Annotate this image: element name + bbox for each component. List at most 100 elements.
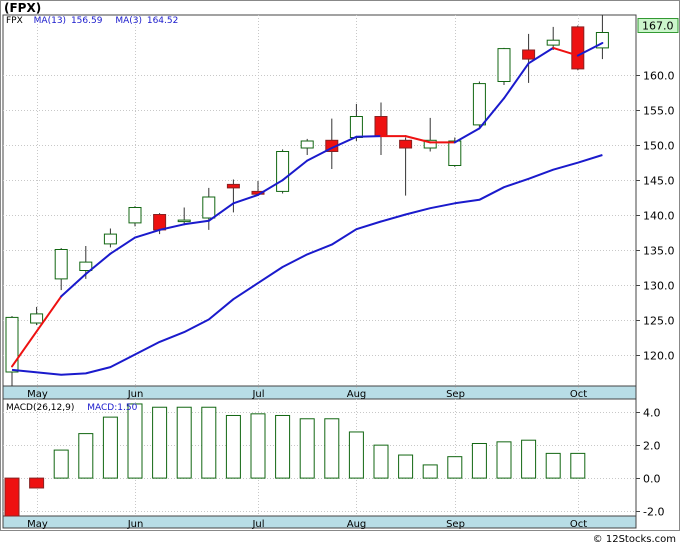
legend-ma3-value: 164.52 bbox=[146, 16, 179, 26]
price-month-label: Aug bbox=[347, 389, 367, 400]
candle-up bbox=[349, 116, 363, 138]
price-month-label: Sep bbox=[446, 389, 465, 400]
candle-down bbox=[399, 139, 413, 149]
macd-bar-positive bbox=[225, 414, 241, 479]
ma3-line-segment bbox=[355, 135, 382, 138]
macd-bar-positive bbox=[127, 403, 143, 479]
macd-bar-positive bbox=[496, 441, 512, 479]
macd-bar-positive bbox=[373, 444, 389, 479]
candle-down bbox=[571, 26, 585, 70]
ma13-line bbox=[11, 154, 603, 376]
macd-bar-positive bbox=[102, 416, 118, 479]
price-tick-label: 160.0 bbox=[643, 70, 675, 83]
candle-up bbox=[128, 207, 142, 224]
macd-bar-positive bbox=[275, 414, 291, 479]
candle-up bbox=[300, 140, 314, 149]
macd-bar-positive bbox=[348, 431, 364, 479]
last-price-tag bbox=[637, 18, 679, 33]
price-month-label: May bbox=[27, 389, 48, 400]
candle-up bbox=[448, 140, 462, 166]
macd-month-label: Jun bbox=[127, 519, 144, 530]
ma3-line-segment bbox=[183, 219, 210, 226]
ticker-title: (FPX) bbox=[4, 1, 42, 15]
price-tick-label: 120.0 bbox=[643, 350, 675, 363]
ma3-line-segment bbox=[207, 202, 235, 222]
price-tick-label: 130.0 bbox=[643, 280, 675, 293]
macd-bar-positive bbox=[570, 452, 586, 479]
macd-bar-positive bbox=[201, 406, 217, 479]
macd-bar-positive bbox=[471, 442, 487, 479]
ma3-line-segment bbox=[281, 159, 309, 182]
legend-macd-value: 1.50 bbox=[117, 403, 138, 413]
price-tick-label: 125.0 bbox=[643, 315, 675, 328]
candle-down bbox=[374, 116, 388, 137]
candle-up bbox=[5, 316, 19, 373]
price-month-label: Jul bbox=[251, 389, 264, 400]
candle-down bbox=[153, 214, 167, 231]
ma3-line-segment bbox=[306, 147, 333, 162]
price-tick-label: 155.0 bbox=[643, 105, 675, 118]
legend-symbol: FPX bbox=[6, 16, 23, 26]
ma3-line-segment bbox=[576, 42, 604, 57]
ma3-line-segment bbox=[478, 97, 505, 130]
candle-down bbox=[226, 183, 240, 189]
macd-tick-label: 0.0 bbox=[643, 473, 661, 486]
candle-up bbox=[202, 196, 216, 219]
macd-bar-positive bbox=[422, 464, 438, 479]
price-date-band bbox=[2, 385, 637, 400]
ma3-line-segment bbox=[404, 135, 432, 144]
legend-ma13-value: 156.59 bbox=[70, 16, 103, 26]
macd-bar-positive bbox=[53, 449, 69, 479]
ma3-line-segment bbox=[84, 252, 112, 275]
price-legend: FPX MA(13) 156.59 MA(3) 164.52 bbox=[6, 16, 188, 26]
ma3-line-segment bbox=[527, 46, 555, 65]
candle-up bbox=[177, 219, 191, 223]
ma3-line-segment bbox=[453, 127, 481, 144]
candle-up bbox=[54, 249, 68, 280]
last-price-label: 167.0 bbox=[642, 20, 674, 33]
ma3-line-segment bbox=[257, 179, 284, 196]
ma3-line-segment bbox=[109, 236, 136, 255]
ma3-line-segment bbox=[330, 135, 358, 149]
macd-bar-positive bbox=[398, 454, 414, 479]
legend-ma13-label: MA(13) bbox=[33, 16, 67, 26]
macd-bar-positive bbox=[152, 406, 168, 479]
candle-up bbox=[546, 39, 560, 46]
macd-month-label: Sep bbox=[446, 519, 465, 530]
macd-date-band bbox=[2, 515, 637, 529]
price-panel bbox=[2, 14, 637, 387]
ma3-line-segment bbox=[503, 62, 530, 100]
legend-macd-params: MACD(26,12,9) bbox=[6, 403, 75, 413]
price-month-label: Oct bbox=[570, 389, 587, 400]
macd-month-label: Aug bbox=[347, 519, 367, 530]
macd-bar-positive bbox=[78, 433, 94, 479]
candle-up bbox=[472, 83, 486, 126]
candle-down bbox=[522, 49, 536, 60]
macd-bar-positive bbox=[521, 439, 537, 479]
macd-tick-label: 4.0 bbox=[643, 407, 661, 420]
price-tick-label: 135.0 bbox=[643, 245, 675, 258]
ma3-line-segment bbox=[134, 228, 161, 239]
price-tick-label: 145.0 bbox=[643, 175, 675, 188]
ma3-line-segment bbox=[552, 46, 579, 57]
candle-up bbox=[103, 233, 117, 245]
candle-up bbox=[423, 139, 437, 149]
macd-bar-positive bbox=[299, 418, 315, 479]
ma3-line-segment bbox=[158, 223, 186, 231]
legend-ma3-label: MA(3) bbox=[115, 16, 142, 26]
candle-up bbox=[497, 48, 511, 82]
macd-bar-negative bbox=[4, 477, 20, 517]
candle-up bbox=[276, 151, 290, 192]
credit-text: © 12Stocks.com bbox=[592, 534, 676, 545]
candle-up bbox=[30, 313, 44, 324]
macd-bar-positive bbox=[545, 452, 561, 479]
macd-bar-negative bbox=[29, 477, 45, 489]
legend-macd-label: MACD: bbox=[87, 403, 118, 413]
ma3-line-segment bbox=[11, 295, 63, 368]
macd-bar-positive bbox=[324, 418, 340, 479]
macd-tick-label: -2.0 bbox=[643, 506, 664, 519]
price-month-label: Jun bbox=[127, 389, 144, 400]
macd-bar-positive bbox=[447, 456, 463, 479]
macd-month-label: May bbox=[27, 519, 48, 530]
